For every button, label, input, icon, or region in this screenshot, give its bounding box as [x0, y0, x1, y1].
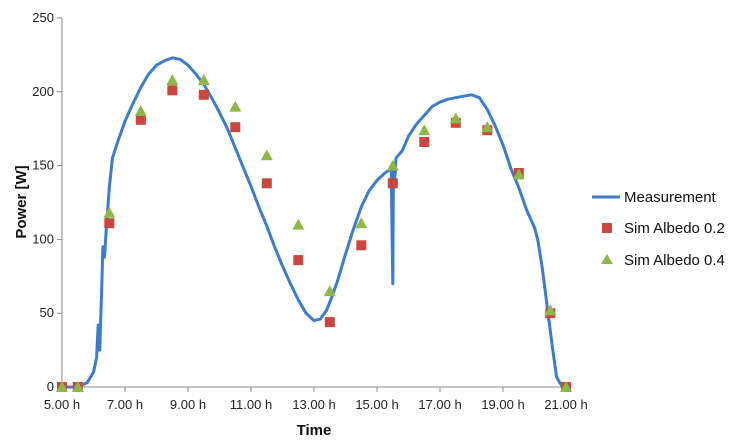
sim-albedo-04-point	[71, 381, 84, 392]
sim-albedo-04-point	[449, 112, 462, 124]
x-tick-label: 19.00 h	[481, 397, 524, 412]
x-axis-title: Time	[297, 422, 332, 439]
sim-albedo-04-point	[229, 100, 242, 112]
axes-layer	[61, 18, 566, 388]
sim-albedo-02-point	[419, 137, 430, 147]
sim-albedo-04-point	[197, 74, 210, 85]
y-tick-label: 150	[32, 158, 54, 173]
sim-albedo-04-point	[323, 285, 336, 297]
measurement-line	[60, 56, 568, 389]
y-tick-label: 0	[47, 379, 54, 394]
y-tick-label: 250	[32, 10, 54, 25]
sim-albedo-04-point	[560, 381, 572, 392]
sim-albedo-02-point	[324, 317, 335, 328]
sim-albedo-04-point	[103, 206, 116, 218]
legend-sim-albedo-04-swatch	[601, 254, 613, 264]
x-tick-label: 17.00 h	[418, 397, 461, 412]
x-tick-label: 13.00 h	[292, 397, 335, 412]
x-tick-label: 21.00 h	[544, 397, 587, 412]
x-tick-label: 5.00 h	[44, 397, 80, 412]
x-tick-label: 9.00 h	[170, 397, 206, 412]
sim-albedo-04-point	[512, 168, 525, 180]
sim-albedo-02-point	[198, 89, 209, 100]
sim-albedo-04-point	[292, 218, 305, 230]
sim-albedo-04-point	[481, 121, 494, 133]
legend: Measurement Sim Albedo 0.2 Sim Albedo 0.…	[592, 189, 725, 269]
sim-albedo-02-point	[104, 218, 115, 229]
sim-albedo-04-point	[166, 74, 179, 85]
sim-albedo-04-point	[418, 124, 431, 136]
legend-sim-albedo-02-label: Sim Albedo 0.2	[624, 220, 725, 237]
x-tick-label: 11.00 h	[230, 397, 272, 412]
sim-albedo-04-point	[56, 381, 68, 392]
legend-sim-albedo-04-label: Sim Albedo 0.4	[624, 252, 725, 269]
y-tick-label: 100	[32, 231, 54, 246]
y-tick-label: 50	[40, 305, 54, 320]
sim-albedo-04-point	[355, 217, 368, 229]
sim-albedo-02-point	[230, 122, 241, 133]
sim-albedo-02-point	[387, 178, 398, 189]
sim-albedo-04-point	[134, 105, 147, 116]
series-layer	[56, 56, 572, 392]
sim-albedo-02-point	[293, 255, 304, 266]
x-tick-label: 15.00 h	[355, 397, 398, 412]
y-axis-title: Power [W]	[13, 165, 30, 238]
y-ticks-layer: 0 50 100 150 200 250	[32, 10, 62, 394]
legend-measurement-label: Measurement	[624, 189, 717, 206]
legend-sim-albedo-02-swatch	[602, 223, 612, 233]
sim-albedo-04-point	[260, 149, 273, 161]
y-tick-label: 200	[32, 84, 54, 99]
sim-albedo-02-point	[135, 114, 146, 125]
x-tick-label: 7.00 h	[107, 397, 143, 412]
x-ticks-layer: 5.00 h 7.00 h 9.00 h 11.00 h 13.00 h 15.00 h 1…	[44, 387, 588, 412]
sim-albedo-04-point	[386, 159, 399, 171]
sim-albedo-02-point	[356, 240, 367, 251]
sim-albedo-02-point	[167, 85, 178, 96]
sim-albedo-02-point	[261, 178, 272, 189]
sim-albedo-04-point	[544, 304, 557, 316]
